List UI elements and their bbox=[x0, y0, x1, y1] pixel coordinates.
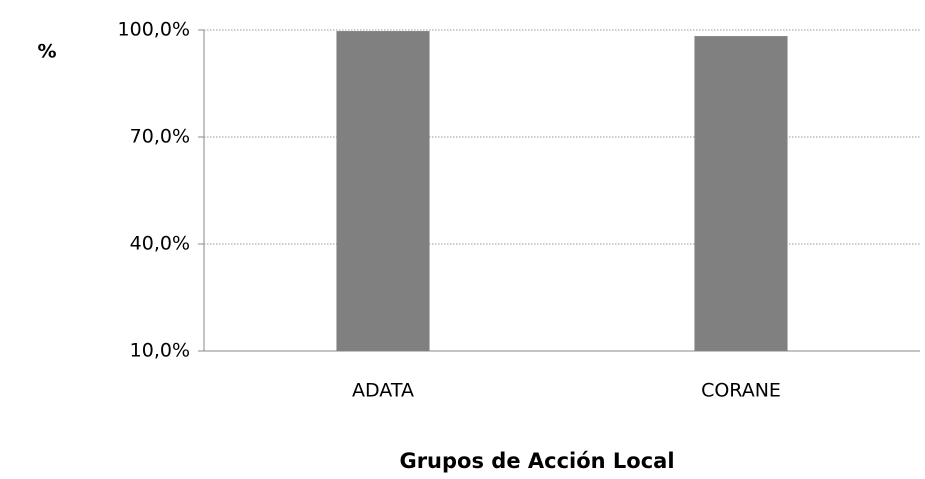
x-axis-label: Grupos de Acción Local bbox=[399, 449, 674, 473]
x-tick-label: CORANE bbox=[701, 380, 781, 402]
y-axis-label: % bbox=[37, 41, 56, 63]
y-tick-label: 100,0% bbox=[118, 19, 190, 41]
bar bbox=[694, 36, 788, 352]
y-tick-label: 40,0% bbox=[130, 233, 190, 255]
y-tick-label: 10,0% bbox=[130, 340, 190, 362]
y-tick-label: 70,0% bbox=[130, 126, 190, 148]
bar bbox=[336, 31, 430, 351]
x-tick-label: ADATA bbox=[352, 380, 414, 402]
